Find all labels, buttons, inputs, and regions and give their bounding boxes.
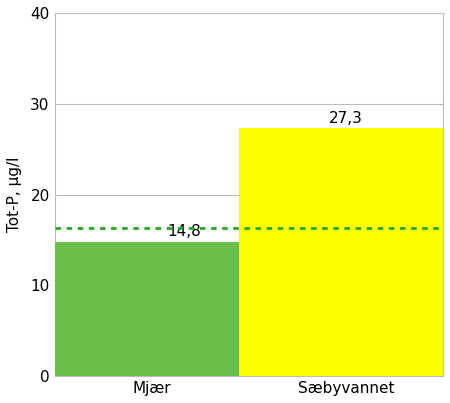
Text: 27,3: 27,3 <box>329 110 363 126</box>
Y-axis label: Tot-P, µg/l: Tot-P, µg/l <box>7 157 22 232</box>
Bar <box>239 128 450 376</box>
Bar <box>45 242 258 376</box>
Text: 14,8: 14,8 <box>167 224 201 239</box>
